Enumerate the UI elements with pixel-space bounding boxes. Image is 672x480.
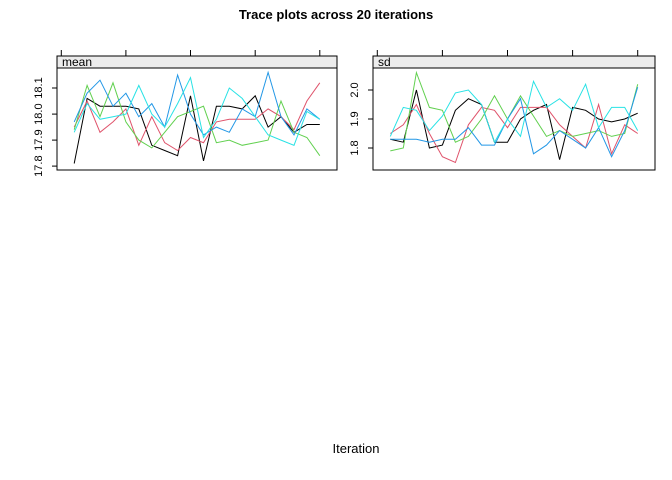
strip-label-sd: sd (378, 55, 391, 69)
strip-label-mean: mean (62, 55, 93, 69)
panel-border-mean (56, 67, 338, 171)
panel-strip-mean (56, 55, 338, 69)
trace-line-mean-chain-4 (73, 70, 321, 136)
y-tick-label: 17.8 (33, 155, 45, 176)
trace-line-mean-chain-5 (73, 76, 321, 146)
trace-line-sd-chain-4 (390, 86, 639, 158)
y-tick-label: 18.0 (33, 103, 45, 124)
trace-line-mean-chain-1 (73, 94, 320, 164)
trace-line-sd-chain-2 (390, 102, 638, 164)
trace-line-sd-chain-5 (389, 79, 639, 144)
y-tick-label: 2.0 (349, 82, 361, 97)
panel-strip-sd (372, 55, 656, 69)
y-tick-label: 1.9 (349, 111, 361, 126)
trace-line-mean-chain-2 (73, 82, 321, 152)
y-tick-label: 1.8 (349, 140, 361, 155)
y-tick-label: 17.9 (33, 129, 45, 150)
trace-line-sd-chain-1 (390, 89, 638, 160)
x-axis-label: Iteration (332, 441, 380, 456)
y-tick-label: 18.1 (33, 77, 45, 98)
plot-title: Trace plots across 20 iterations (238, 7, 434, 22)
